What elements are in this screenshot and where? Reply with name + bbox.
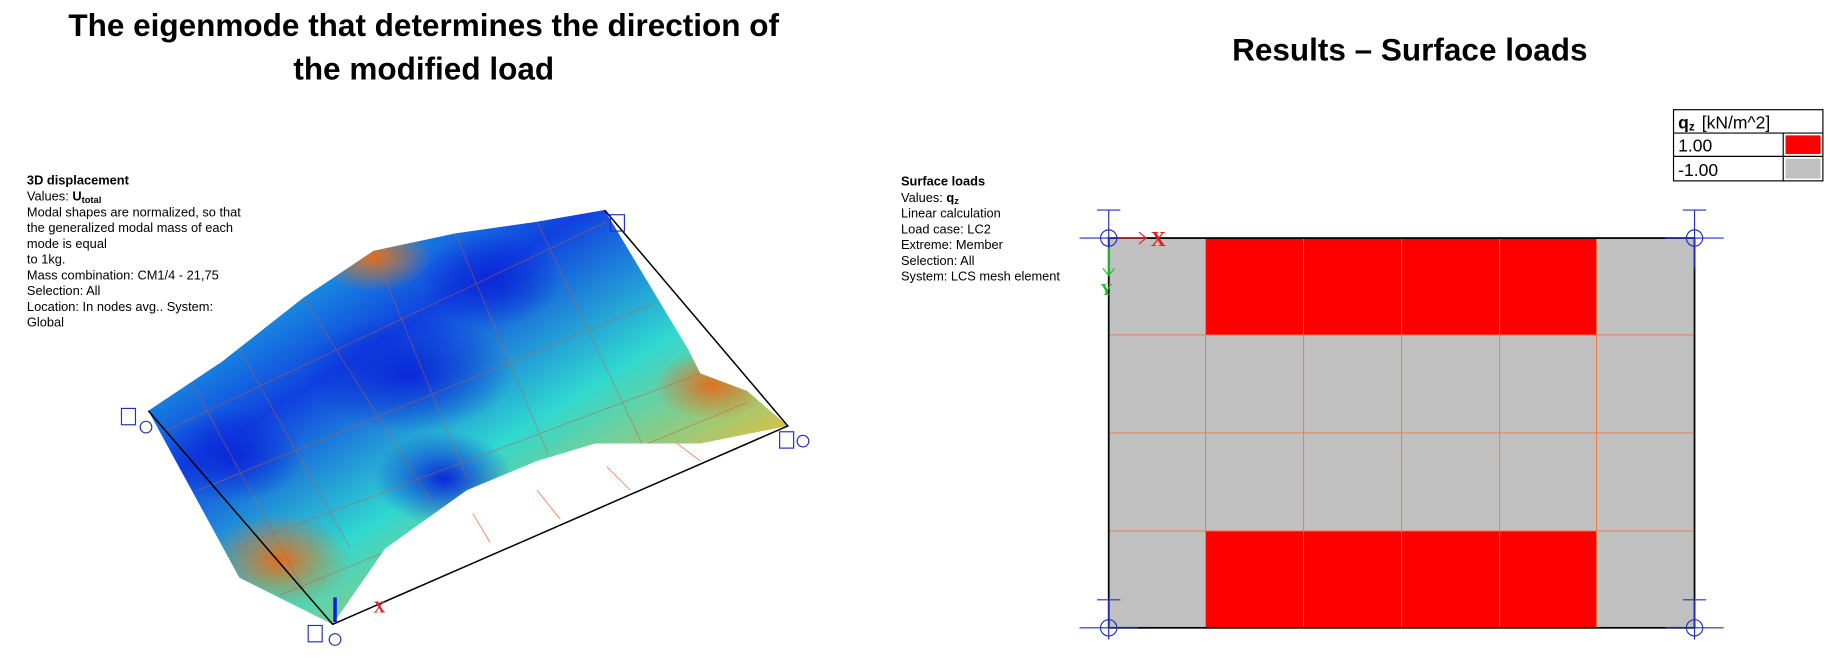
- symbol: q: [1678, 112, 1689, 132]
- outline: [147, 209, 790, 626]
- title: The eigenmode that determines the direct…: [68, 7, 779, 43]
- legend-header: qz [kN/m^2]: [1678, 112, 1770, 133]
- info-values: Values: Utotal: [27, 189, 101, 205]
- label: Values:: [901, 190, 943, 205]
- legend: qz [kN/m^2] 1.00 -1.00: [1672, 109, 1824, 182]
- mesh-lines: [472, 443, 701, 543]
- info-line: Global: [27, 315, 64, 330]
- subscript: z: [1689, 121, 1695, 134]
- info-line: Selection: All: [27, 283, 100, 298]
- legend-swatch: [1785, 135, 1821, 155]
- axis-x: [1118, 231, 1147, 245]
- label: Values:: [27, 189, 69, 204]
- subscript: total: [82, 195, 102, 205]
- info-title: 3D displacement: [27, 172, 130, 187]
- symbol: q: [946, 190, 954, 205]
- title: Results – Surface loads: [1232, 32, 1587, 68]
- title: the modified load: [293, 50, 554, 86]
- info-line: Load case: LC2: [901, 221, 991, 236]
- symbol: U: [72, 189, 81, 204]
- info-lines: Modal shapes are normalized, so thatthe …: [27, 204, 241, 329]
- supports: [1079, 209, 1724, 640]
- info-line: Selection: All: [901, 253, 974, 268]
- axis-label: X: [374, 598, 386, 617]
- legend-swatch: [1785, 158, 1821, 179]
- unit: [kN/m^2]: [1702, 112, 1771, 132]
- subscript: z: [954, 196, 959, 206]
- info-values: Values: qz: [901, 190, 959, 206]
- load-plate: [1107, 237, 1696, 629]
- info-line: Location: In nodes avg.. System:: [27, 299, 213, 314]
- axis-label: Y: [1101, 280, 1113, 299]
- info-line: the generalized modal mass of each: [27, 220, 233, 235]
- info-line: to 1kg.: [27, 252, 66, 267]
- legend-entry: -1.00: [1678, 160, 1718, 180]
- displacement-surface: [148, 210, 788, 625]
- info-line: Mass combination: CM1/4 - 21,75: [27, 267, 219, 282]
- legend-entry: 1.00: [1678, 136, 1712, 156]
- axis-y: [1102, 247, 1115, 277]
- info-line: System: LCS mesh element: [901, 269, 1060, 284]
- info-line: Linear calculation: [901, 206, 1001, 221]
- info-line: Extreme: Member: [901, 237, 1004, 252]
- info-title: Surface loads: [901, 174, 985, 189]
- supports: [120, 214, 810, 646]
- axis-label: X: [1151, 227, 1166, 251]
- info-line: Modal shapes are normalized, so that: [27, 204, 241, 219]
- info-line: mode is equal: [27, 236, 107, 251]
